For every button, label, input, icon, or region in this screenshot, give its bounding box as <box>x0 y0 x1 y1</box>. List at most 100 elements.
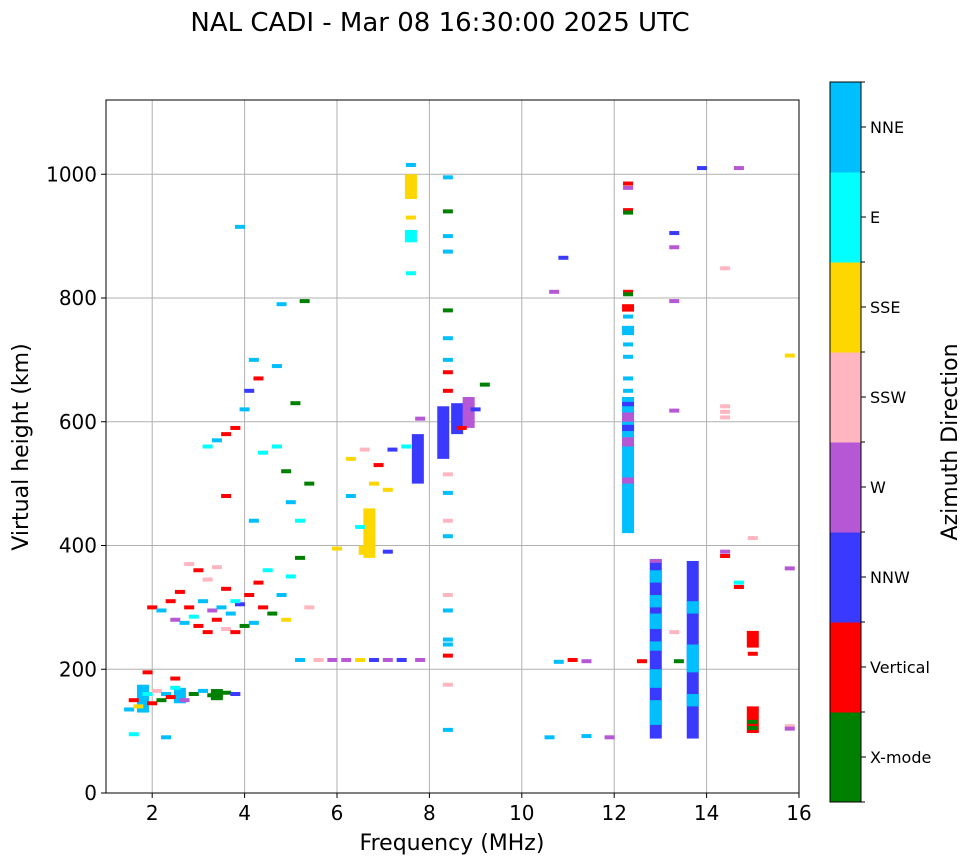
echo-point <box>355 524 366 529</box>
echo-block <box>404 229 417 243</box>
echo-block <box>622 325 635 336</box>
echo-point <box>188 692 199 696</box>
echo-point <box>415 416 426 421</box>
echo-point <box>544 735 555 740</box>
echo-block <box>686 644 699 673</box>
echo-point <box>262 568 273 573</box>
echo-point <box>623 185 634 190</box>
echo-point <box>271 444 282 449</box>
echo-point <box>442 336 453 341</box>
echo-point <box>184 605 195 610</box>
echo-point <box>276 302 287 307</box>
echo-point <box>221 494 232 498</box>
echo-point <box>161 735 172 740</box>
plot-marks <box>124 162 795 740</box>
colorbar-frame <box>829 81 862 803</box>
echo-point <box>733 584 744 589</box>
colorbar-category-label: Vertical <box>870 658 930 677</box>
echo-block <box>136 684 149 713</box>
echo-point <box>142 692 153 696</box>
echo-block <box>649 570 662 583</box>
colorbar-segment <box>830 532 861 623</box>
colorbar-segment <box>830 442 861 533</box>
echo-point <box>174 589 185 594</box>
echo-block <box>363 508 376 558</box>
echo-point <box>198 599 209 604</box>
echo-point <box>207 608 218 613</box>
y-tick-label: 200 <box>59 657 97 681</box>
colorbar-category-label: NNE <box>870 118 904 137</box>
echo-point <box>669 299 680 304</box>
echo-point <box>623 388 634 393</box>
echo-block <box>622 412 635 422</box>
echo-point <box>230 692 241 696</box>
echo-block <box>649 700 662 725</box>
echo-point <box>442 472 453 477</box>
echo-point <box>479 382 490 387</box>
echo-point <box>276 593 287 597</box>
colorbar-segment <box>830 172 861 263</box>
echo-point <box>165 599 176 604</box>
echo-point <box>442 249 453 254</box>
y-axis-label: Virtual height (km) <box>9 343 34 550</box>
echo-point <box>221 586 232 591</box>
echo-point <box>244 593 255 597</box>
echo-point <box>211 617 222 622</box>
echo-point <box>253 580 264 585</box>
x-tick-label: 8 <box>423 801 436 825</box>
echo-point <box>623 181 634 186</box>
echo-point <box>382 549 393 554</box>
colorbar-category-label: W <box>870 478 886 497</box>
echo-point <box>382 487 393 492</box>
echo-point <box>230 599 241 604</box>
x-tick-label: 16 <box>786 801 811 825</box>
echo-point <box>341 657 352 662</box>
plot-frame <box>105 99 800 794</box>
echo-block <box>649 613 662 630</box>
x-tick-label: 14 <box>694 801 719 825</box>
echo-point <box>669 231 680 236</box>
colorbar-label: Azimuth Direction <box>938 343 963 540</box>
echo-point <box>604 735 615 740</box>
echo-point <box>165 695 176 700</box>
echo-point <box>221 432 232 437</box>
echo-block <box>649 559 662 563</box>
echo-point <box>673 659 684 664</box>
echo-point <box>405 162 416 167</box>
y-axis-ticks: 0 200 400 600 800 1000 <box>46 162 106 805</box>
echo-point <box>636 659 647 664</box>
echo-point <box>558 255 569 260</box>
echo-point <box>581 734 592 739</box>
echo-point <box>198 688 209 693</box>
echo-point <box>202 577 213 582</box>
echo-point <box>304 605 315 610</box>
echo-point <box>184 562 195 567</box>
y-tick-label: 400 <box>59 534 97 558</box>
echo-point <box>669 630 680 635</box>
y-tick-label: 800 <box>59 286 97 310</box>
echo-point <box>239 623 250 628</box>
echo-point <box>733 166 744 171</box>
echo-point <box>784 726 795 731</box>
echo-point <box>188 614 199 619</box>
echo-point <box>170 617 181 622</box>
echo-point <box>290 401 301 406</box>
echo-point <box>359 447 370 452</box>
echo-point <box>669 245 680 250</box>
echo-point <box>193 568 204 573</box>
echo-block <box>622 424 635 432</box>
echo-point <box>225 611 236 616</box>
colorbar-category-label: X-mode <box>870 748 931 767</box>
echo-point <box>747 651 758 656</box>
echo-point <box>161 692 172 696</box>
echo-point <box>207 693 218 698</box>
echo-point <box>156 698 167 703</box>
echo-block <box>686 601 699 614</box>
echo-point <box>720 409 731 414</box>
echo-block <box>622 401 635 407</box>
echo-point <box>442 388 453 393</box>
echo-block <box>649 595 662 608</box>
echo-point <box>442 209 453 214</box>
y-tick-label: 1000 <box>46 162 97 186</box>
